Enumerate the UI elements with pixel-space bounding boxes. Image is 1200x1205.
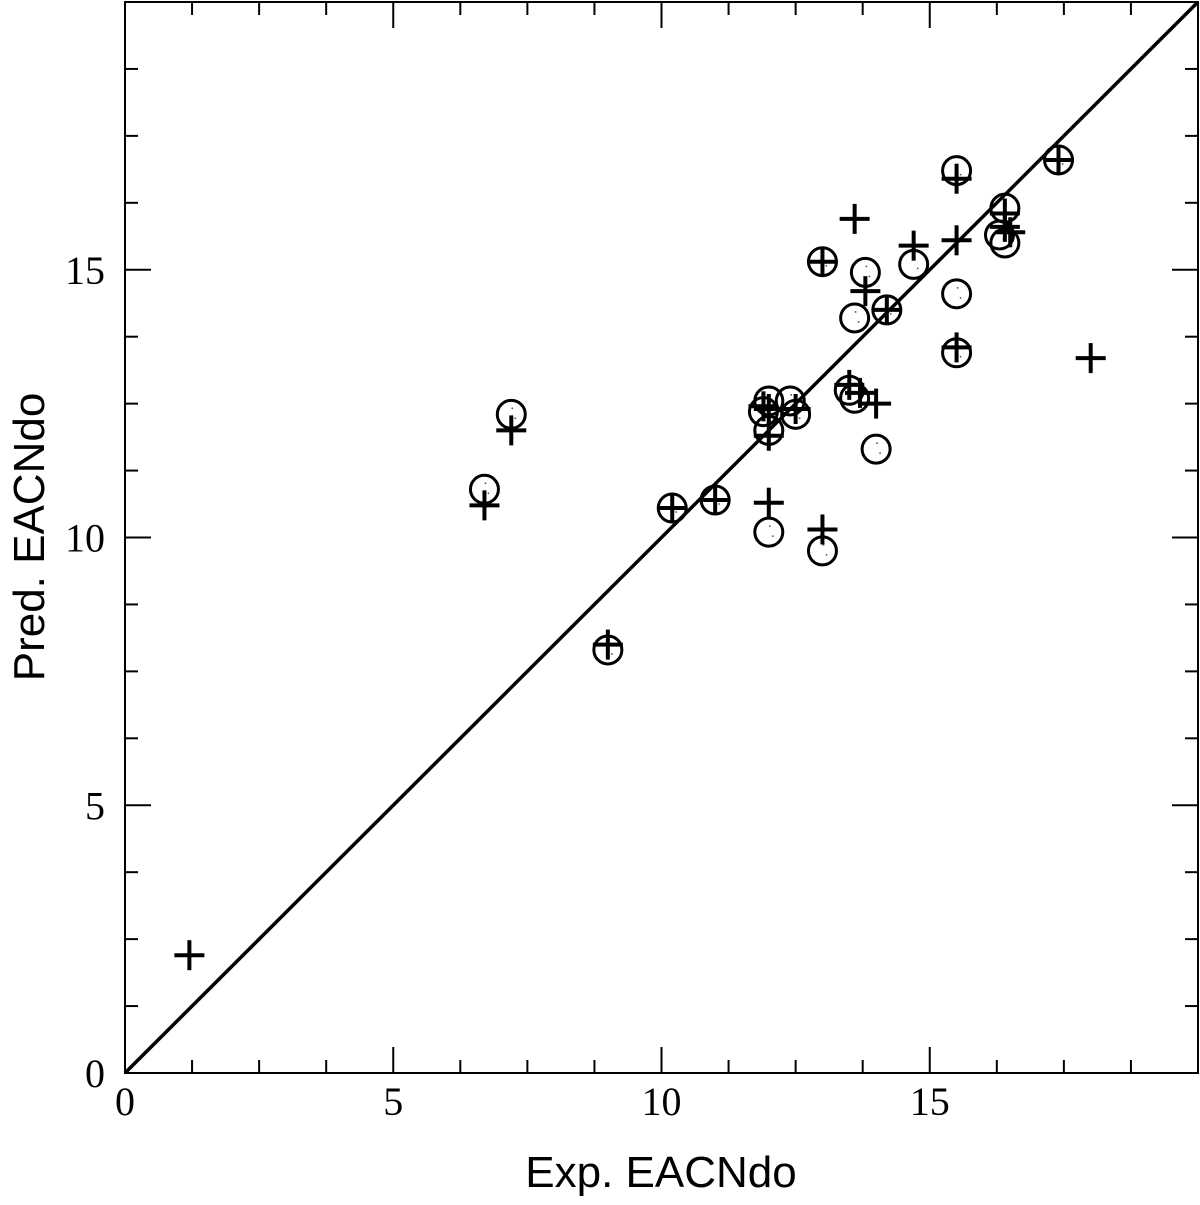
identity-line-path <box>123 0 1200 1075</box>
circle-marker-dot <box>768 525 771 528</box>
circle-marker <box>753 516 785 548</box>
plus-marker <box>1043 144 1074 175</box>
circle-marker-dot <box>889 313 892 315</box>
circle-marker-dot <box>790 394 793 396</box>
circle-marker-dot <box>487 492 490 495</box>
x-tick-label: 15 <box>910 1079 950 1124</box>
circle-marker-dot <box>825 553 828 556</box>
x-tick-label: 5 <box>383 1079 403 1124</box>
axis-ticks <box>125 2 1198 1073</box>
circle-marker-dot <box>956 286 959 289</box>
plus-marker <box>871 294 902 325</box>
circle-marker-dot <box>610 653 613 655</box>
y-tick-label: 5 <box>85 783 105 828</box>
plus-marker <box>845 377 876 408</box>
y-tick-label: 15 <box>65 248 105 293</box>
plus-marker <box>496 415 527 446</box>
circle-marker-dot <box>857 321 860 323</box>
plus-marker <box>850 276 881 307</box>
circle-marker-dot <box>865 265 868 268</box>
circle-marker-dot <box>868 275 871 278</box>
circle-marker <box>774 385 806 417</box>
circle-marker-dot <box>879 452 881 455</box>
plus-marker <box>941 163 972 194</box>
circle-marker <box>941 278 973 310</box>
y-axis-title: Pred. EACNdo <box>5 393 54 682</box>
circle-marker <box>839 382 871 414</box>
plus-marker <box>748 391 779 422</box>
plus-marker <box>807 514 838 545</box>
plus-marker <box>989 198 1020 229</box>
data-points <box>174 144 1106 971</box>
y-tick-label: 10 <box>65 516 105 561</box>
circle-marker-dot <box>771 535 774 538</box>
identity-line <box>123 0 1200 1075</box>
plus-marker <box>780 393 811 424</box>
circle-marker-dot <box>959 296 962 299</box>
circle-marker-dot <box>511 407 514 410</box>
circle-marker-dot <box>959 355 962 358</box>
plus-marker <box>174 940 205 971</box>
circle-marker <box>839 302 871 334</box>
x-tick-label: 0 <box>115 1079 135 1124</box>
plus-marker <box>839 203 870 234</box>
plus-marker <box>807 246 838 277</box>
plus-marker <box>753 487 784 518</box>
x-axis-title: Exp. EACNdo <box>525 1148 796 1197</box>
plus-marker <box>898 230 929 261</box>
circle-marker-dot <box>876 442 878 445</box>
circle-marker-dot <box>854 311 857 313</box>
circle-marker-dot <box>675 511 678 513</box>
plus-marker <box>941 332 972 363</box>
plus-marker <box>995 217 1026 248</box>
circle-marker-dot <box>484 482 487 485</box>
plus-marker <box>941 225 972 256</box>
plus-marker <box>753 420 784 451</box>
circle-marker <box>860 433 892 465</box>
circle-marker-dot <box>825 264 828 267</box>
x-tick-label: 10 <box>642 1079 682 1124</box>
plus-marker <box>592 629 623 660</box>
circle-marker-dot <box>959 173 962 176</box>
y-tick-label: 0 <box>85 1051 105 1096</box>
circle-marker-dot <box>718 503 721 505</box>
circle-marker-dot <box>1061 163 1064 165</box>
circle-marker-dot <box>798 417 801 420</box>
plus-marker <box>1075 343 1106 374</box>
circle-marker-dot <box>514 417 517 420</box>
series-1 <box>174 144 1106 971</box>
circle-marker-dot <box>916 267 919 270</box>
plus-marker <box>700 485 731 516</box>
plus-marker <box>861 388 892 419</box>
plus-marker <box>657 493 688 524</box>
tick-labels: 0 5 10 15 0 5 10 15 <box>65 248 950 1124</box>
plus-marker <box>753 393 784 424</box>
plus-marker <box>469 490 500 521</box>
